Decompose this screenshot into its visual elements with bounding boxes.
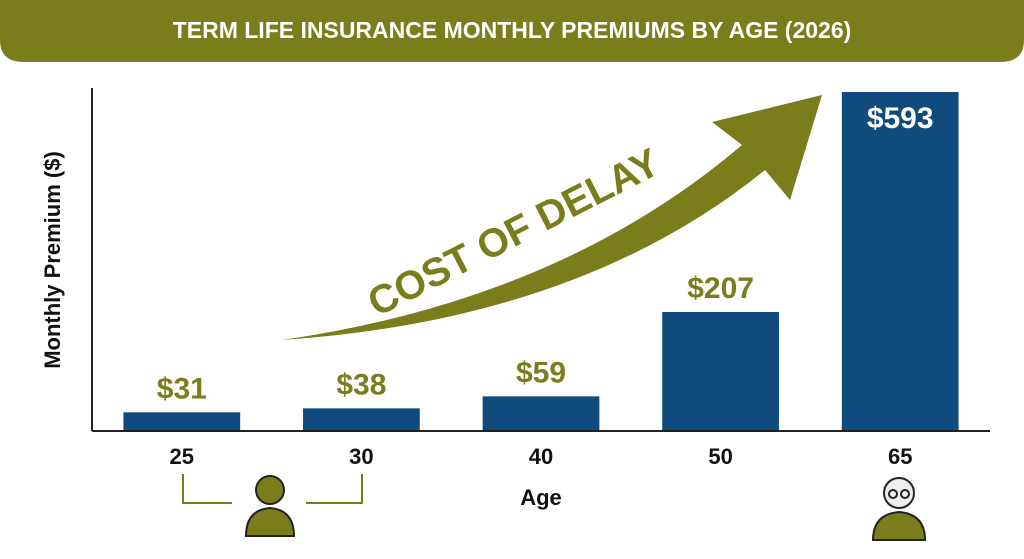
x-tick-label: 50 [708,444,732,469]
value-label: $31 [157,372,207,405]
x-axis-label: Age [520,485,562,510]
value-label: $59 [516,356,566,389]
x-tick-label: 25 [170,444,194,469]
bar [662,312,779,430]
bar [482,396,600,430]
x-tick-label: 65 [888,444,912,469]
value-label: $593 [867,102,934,135]
chart-title: TERM LIFE INSURANCE MONTHLY PREMIUMS BY … [173,17,852,43]
x-tick-label: 30 [349,444,373,469]
old-person-icon [871,477,927,541]
y-axis-label: Monthly Premium ($) [40,151,65,369]
value-label: $38 [336,368,386,401]
value-label: $207 [687,272,754,305]
trend-arrow [282,95,822,340]
bar [303,408,420,430]
x-tick-label: 40 [529,444,553,469]
bar [123,412,241,430]
title-banner [0,0,1024,62]
bracket [182,474,363,504]
young-person-icon [244,475,296,537]
bar [841,91,959,431]
